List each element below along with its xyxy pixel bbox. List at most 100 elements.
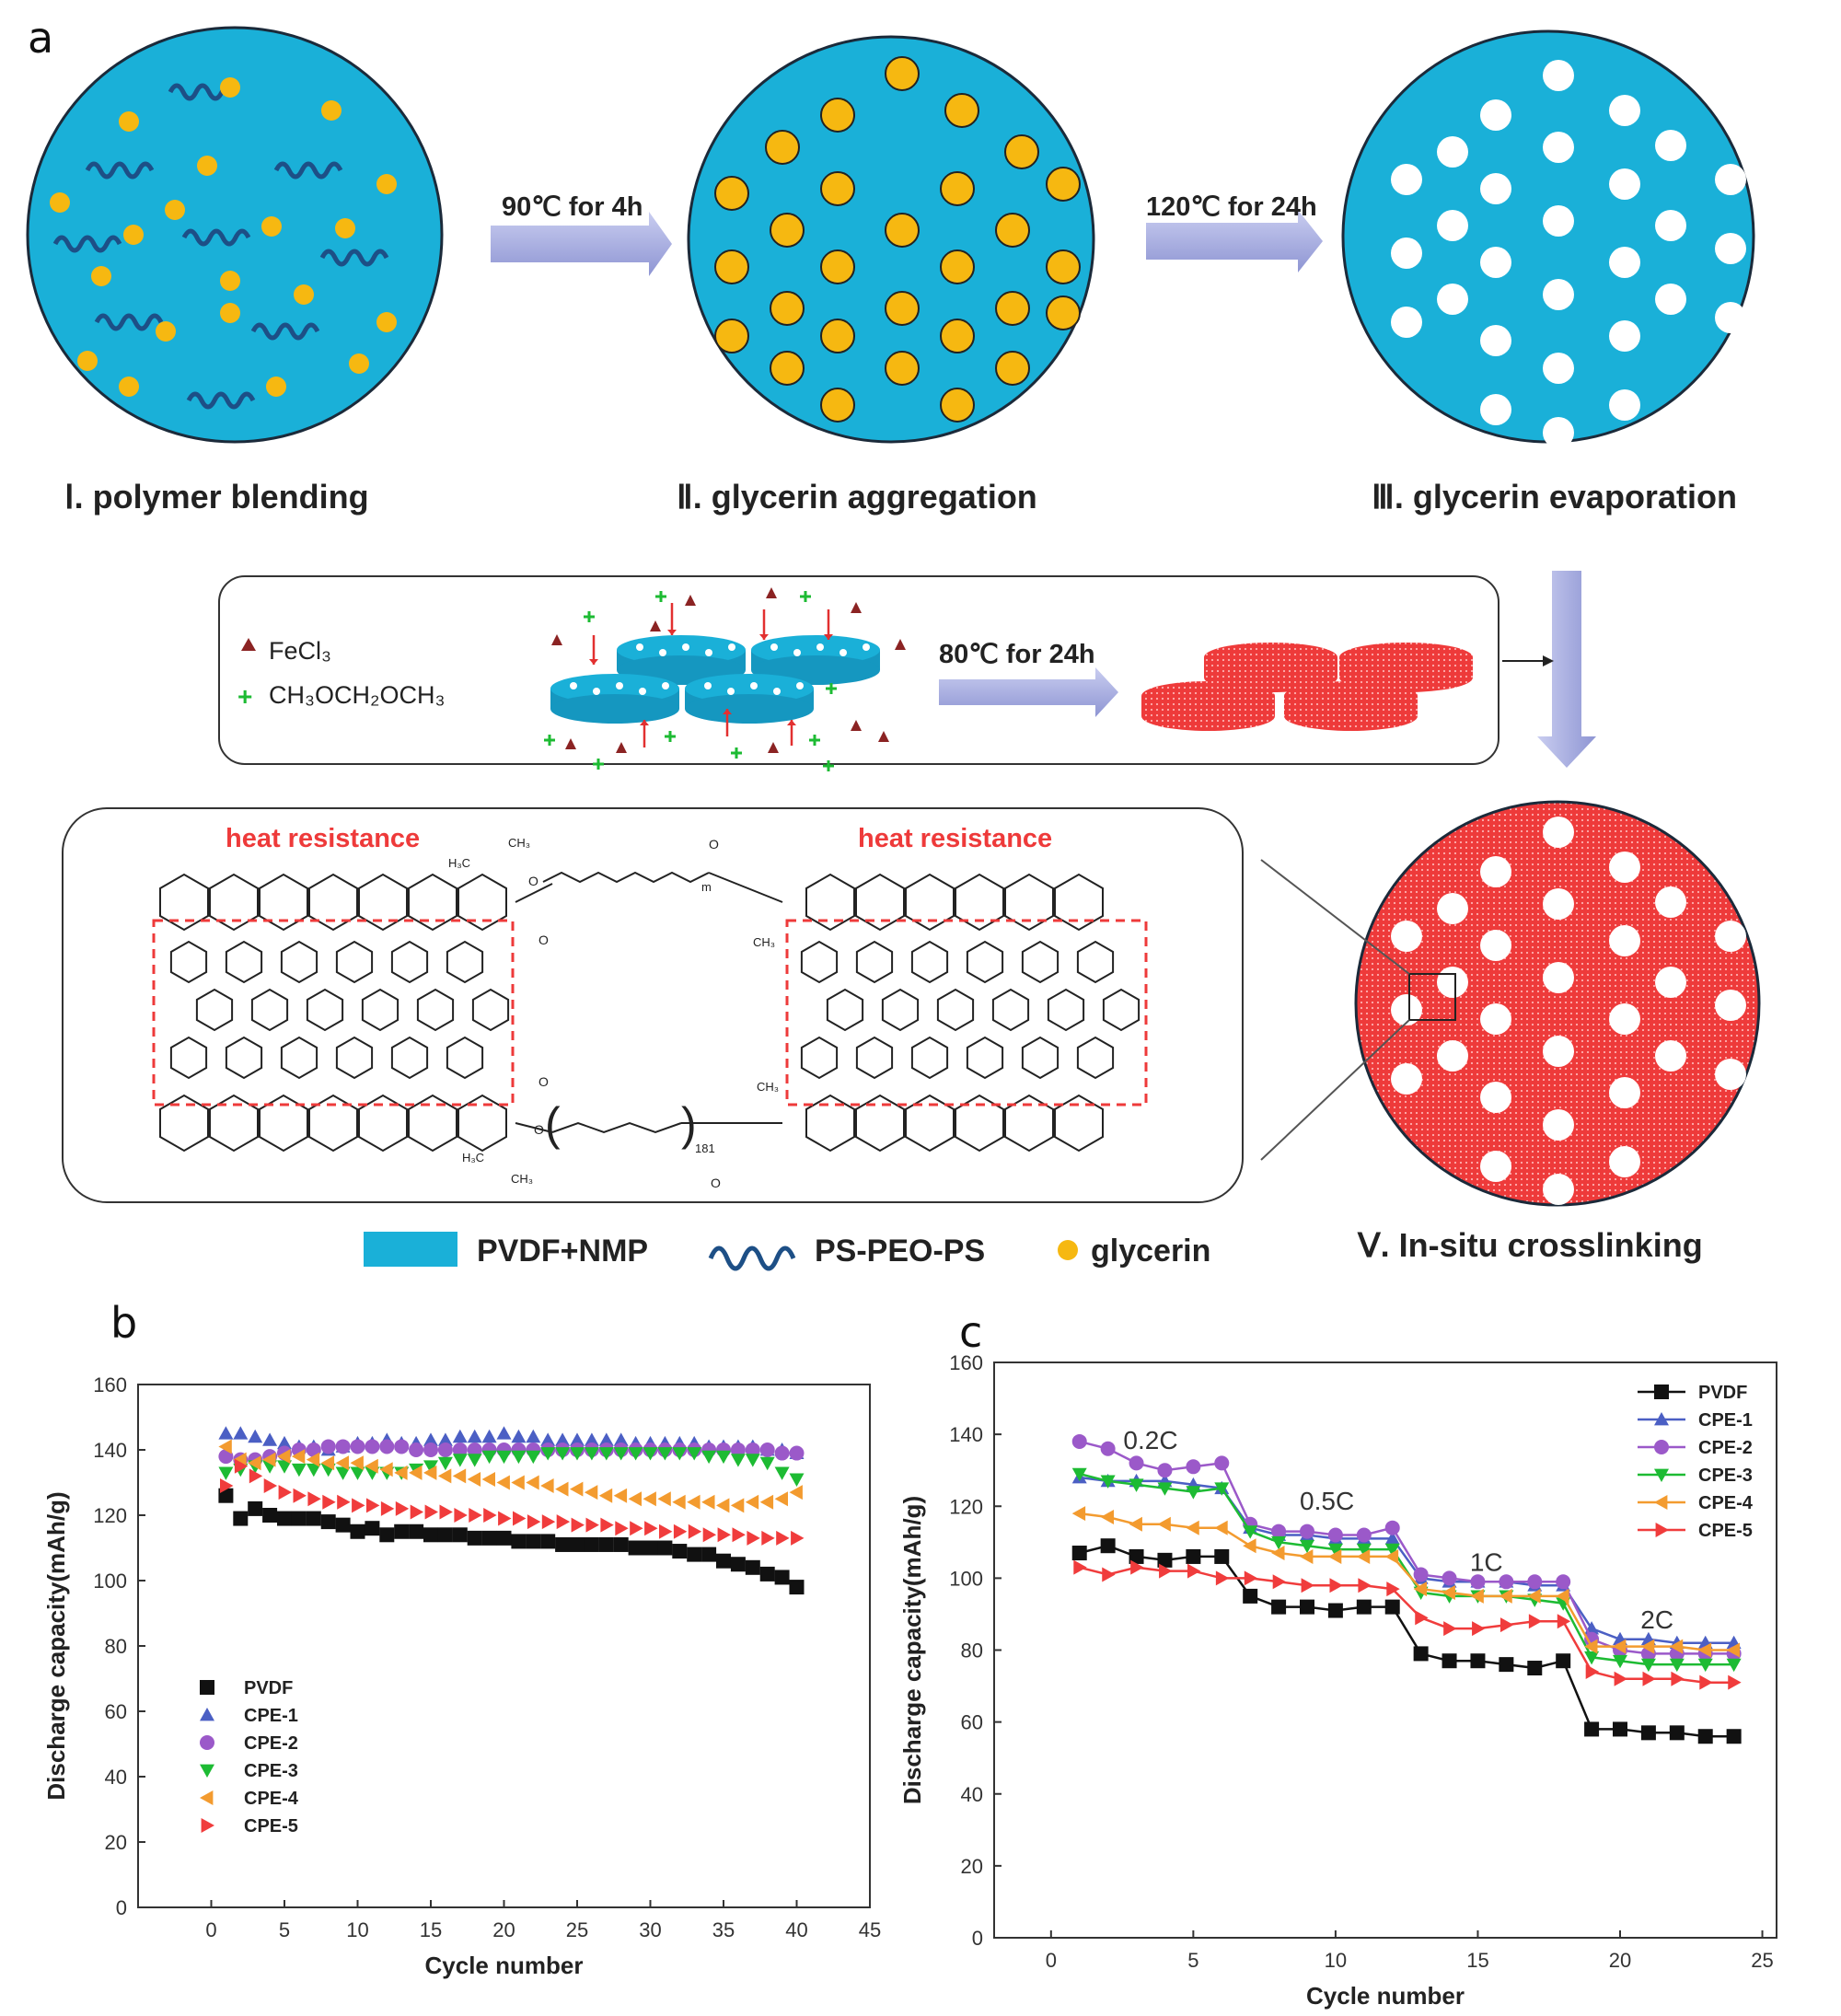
point-CPE-5 <box>747 1530 760 1546</box>
disc-pore <box>616 682 623 689</box>
point-CPE-5 <box>1386 1582 1400 1597</box>
point-CPE-3 <box>423 1460 438 1474</box>
glycerin-droplet <box>885 213 920 248</box>
glycerin-droplet <box>820 319 855 353</box>
glycerin-droplet <box>940 388 975 423</box>
point-CPE-5 <box>1728 1674 1742 1690</box>
point-CPE-4 <box>511 1475 525 1490</box>
benzene-ring <box>855 873 905 932</box>
point-PVDF <box>540 1534 556 1549</box>
point-CPE-5 <box>1301 1578 1314 1593</box>
pore <box>1655 886 1686 918</box>
point-CPE-3 <box>1384 1543 1400 1558</box>
point-CPE-1 <box>218 1426 234 1440</box>
pore <box>1655 210 1686 241</box>
point-CPE-5 <box>791 1530 805 1546</box>
point-PVDF <box>789 1580 805 1595</box>
point-CPE-2 <box>1327 1527 1343 1543</box>
point-CPE-4 <box>409 1465 423 1480</box>
ester-o-bottom: O <box>534 1122 544 1137</box>
red-disc-bottom <box>1284 701 1418 731</box>
pore <box>1543 888 1574 920</box>
benzene-ring <box>408 873 457 932</box>
point-CPE-2 <box>1470 1574 1486 1590</box>
legend-label-CPE-3: CPE-3 <box>1698 1466 1753 1486</box>
point-CPE-5 <box>424 1504 438 1520</box>
panel-a-schematic: 90℃ for 4h 120℃ for 24h Ⅰ. polymer blend… <box>26 26 1761 1271</box>
pore <box>1480 173 1511 204</box>
y-axis-label: Discharge capacity(mAh/g) <box>898 1496 926 1804</box>
legend-label-PVDF: PVDF <box>1698 1383 1747 1403</box>
point-CPE-4 <box>467 1471 481 1487</box>
point-CPE-3 <box>306 1463 321 1477</box>
point-CPE-3 <box>1100 1475 1116 1489</box>
point-CPE-4 <box>320 1455 335 1471</box>
glycerin-droplet <box>1046 249 1081 284</box>
point-CPE-1 <box>437 1432 453 1446</box>
glycerin-droplet <box>765 130 800 165</box>
point-CPE-4 <box>1071 1506 1086 1522</box>
point-PVDF <box>672 1544 688 1559</box>
legend-pvdf-swatch <box>364 1232 457 1267</box>
point-CPE-5 <box>454 1508 468 1523</box>
point-CPE-1 <box>233 1426 249 1440</box>
point-CPE-5 <box>1272 1574 1287 1590</box>
point-PVDF <box>1556 1653 1571 1669</box>
ch3-bottom: CH₃ <box>511 1172 533 1186</box>
point-PVDF <box>687 1547 702 1562</box>
benzene-ring <box>159 873 209 932</box>
point-CPE-4 <box>1640 1639 1655 1654</box>
fecl3-particle <box>768 742 779 753</box>
diffusion-arrowhead <box>667 630 677 635</box>
point-CPE-4 <box>1584 1639 1598 1654</box>
glycerin-dot <box>119 377 139 397</box>
hypercrosslinked-network <box>159 872 1140 1153</box>
fecl3-particle <box>616 742 627 753</box>
point-PVDF <box>759 1566 775 1582</box>
benzene-ring <box>225 940 263 984</box>
legend-label-CPE-3: CPE-3 <box>244 1761 298 1781</box>
point-CPE-2 <box>1356 1527 1372 1543</box>
point-CPE-3 <box>1129 1478 1144 1492</box>
benzene-ring <box>800 940 839 984</box>
series-line-CPE-3 <box>1079 1472 1734 1666</box>
point-CPE-2 <box>789 1445 805 1461</box>
arrow-step2 <box>1146 210 1323 272</box>
x-tick-label: 0 <box>1046 1949 1057 1972</box>
disc-pore <box>659 649 666 656</box>
point-PVDF <box>628 1540 643 1556</box>
point-CPE-3 <box>672 1447 688 1461</box>
glycerin-droplets <box>50 77 397 397</box>
pore <box>1391 307 1422 338</box>
point-CPE-4 <box>277 1449 291 1465</box>
point-CPE-4 <box>584 1485 598 1500</box>
glycerin-dot <box>50 192 70 213</box>
y-axis-label: Discharge capacity(mAh/g) <box>42 1491 70 1800</box>
y-tick-label: 40 <box>105 1766 127 1789</box>
x-tick-label: 20 <box>492 1918 515 1941</box>
point-CPE-4 <box>555 1481 569 1497</box>
point-CPE-3 <box>1697 1658 1713 1673</box>
glycerin-droplet <box>820 98 855 133</box>
point-CPE-4 <box>789 1485 803 1500</box>
point-CPE-5 <box>234 1458 249 1474</box>
point-PVDF <box>291 1511 307 1526</box>
benzene-ring <box>855 1036 894 1080</box>
glycerin-droplet <box>995 291 1030 326</box>
point-PVDF <box>394 1524 410 1539</box>
point-CPE-2 <box>1100 1441 1116 1456</box>
point-CPE-2 <box>1214 1455 1230 1471</box>
x-tick-label: 10 <box>346 1918 368 1941</box>
benzene-ring <box>335 940 374 984</box>
point-PVDF <box>481 1530 497 1546</box>
point-CPE-4 <box>1413 1582 1428 1597</box>
legend-ps-swatch <box>708 1246 796 1271</box>
point-CPE-2 <box>1413 1567 1429 1582</box>
point-CPE-4 <box>452 1468 467 1484</box>
legend-label-CPE-4: CPE-4 <box>1698 1493 1754 1513</box>
point-CPE-4 <box>716 1498 730 1513</box>
benzene-ring <box>955 1094 1004 1153</box>
point-PVDF <box>555 1536 571 1552</box>
point-CPE-1 <box>555 1432 571 1446</box>
glycerin-dot <box>156 321 176 342</box>
